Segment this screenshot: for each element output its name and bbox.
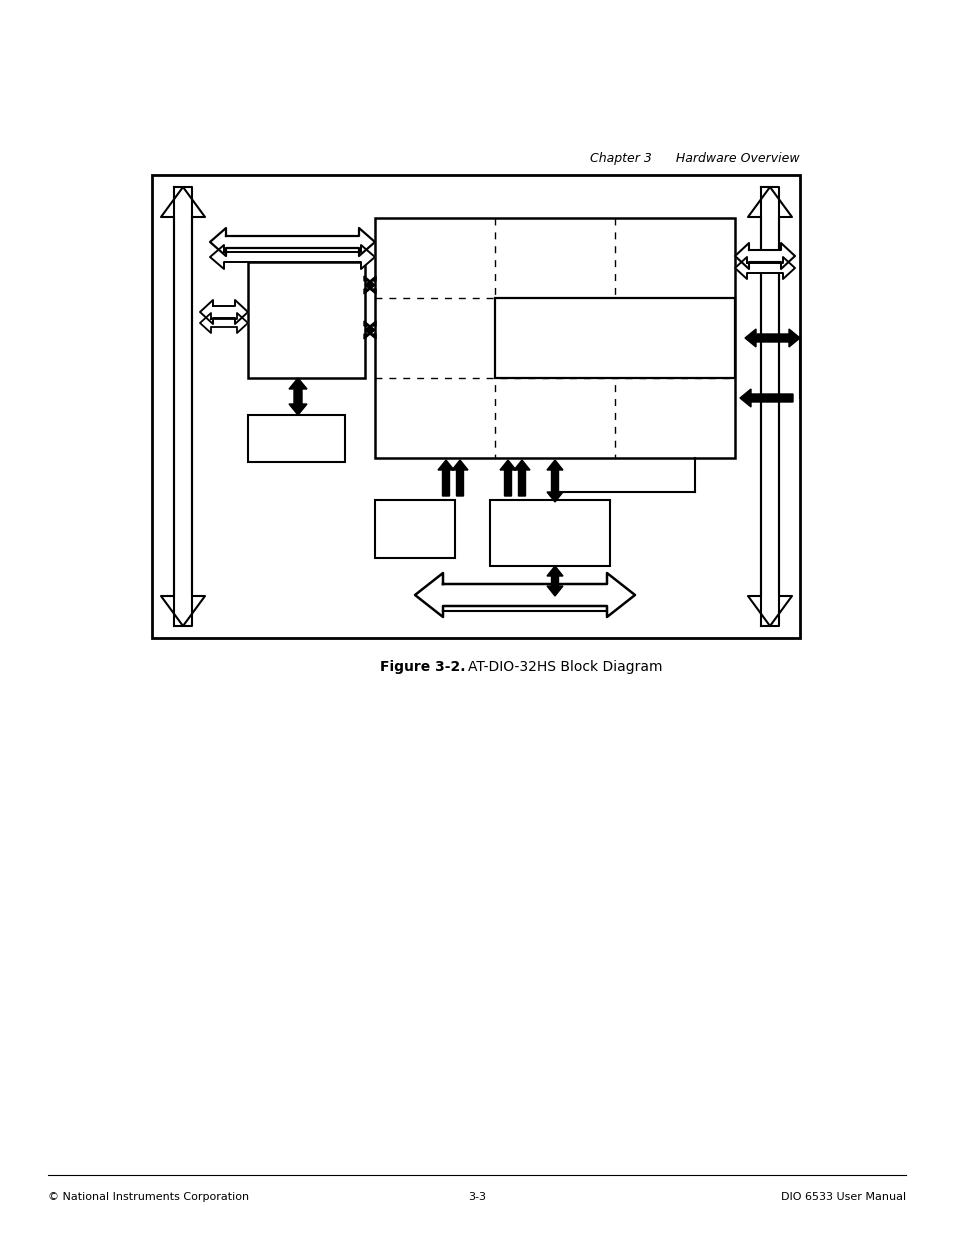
- Polygon shape: [364, 321, 375, 338]
- Text: AT-DIO-32HS Block Diagram: AT-DIO-32HS Block Diagram: [468, 659, 661, 674]
- Polygon shape: [200, 300, 248, 324]
- Polygon shape: [734, 257, 794, 279]
- Text: © National Instruments Corporation: © National Instruments Corporation: [48, 1192, 249, 1202]
- Polygon shape: [734, 243, 794, 269]
- Polygon shape: [452, 459, 468, 496]
- Polygon shape: [744, 329, 800, 347]
- Text: DIO 6533 User Manual: DIO 6533 User Manual: [781, 1192, 905, 1202]
- Bar: [490, 500, 609, 566]
- Polygon shape: [747, 186, 791, 626]
- Bar: [375, 500, 455, 558]
- Polygon shape: [200, 312, 248, 333]
- Bar: [248, 262, 365, 378]
- Polygon shape: [437, 459, 454, 496]
- Text: Chapter 3      Hardware Overview: Chapter 3 Hardware Overview: [590, 152, 800, 165]
- Bar: [152, 175, 800, 638]
- Polygon shape: [740, 389, 792, 408]
- Polygon shape: [546, 566, 562, 597]
- Polygon shape: [546, 492, 562, 501]
- Text: 3-3: 3-3: [468, 1192, 485, 1202]
- Polygon shape: [161, 186, 205, 626]
- Bar: [248, 415, 345, 462]
- Polygon shape: [161, 186, 205, 626]
- Polygon shape: [210, 245, 375, 269]
- Polygon shape: [499, 459, 516, 496]
- Polygon shape: [415, 573, 635, 618]
- Text: Figure 3-2.: Figure 3-2.: [380, 659, 465, 674]
- Polygon shape: [364, 275, 375, 294]
- Polygon shape: [747, 186, 791, 626]
- Polygon shape: [210, 228, 375, 256]
- Bar: [495, 298, 734, 378]
- Polygon shape: [289, 378, 307, 415]
- Polygon shape: [546, 459, 562, 496]
- Polygon shape: [514, 459, 530, 496]
- Bar: [375, 219, 734, 458]
